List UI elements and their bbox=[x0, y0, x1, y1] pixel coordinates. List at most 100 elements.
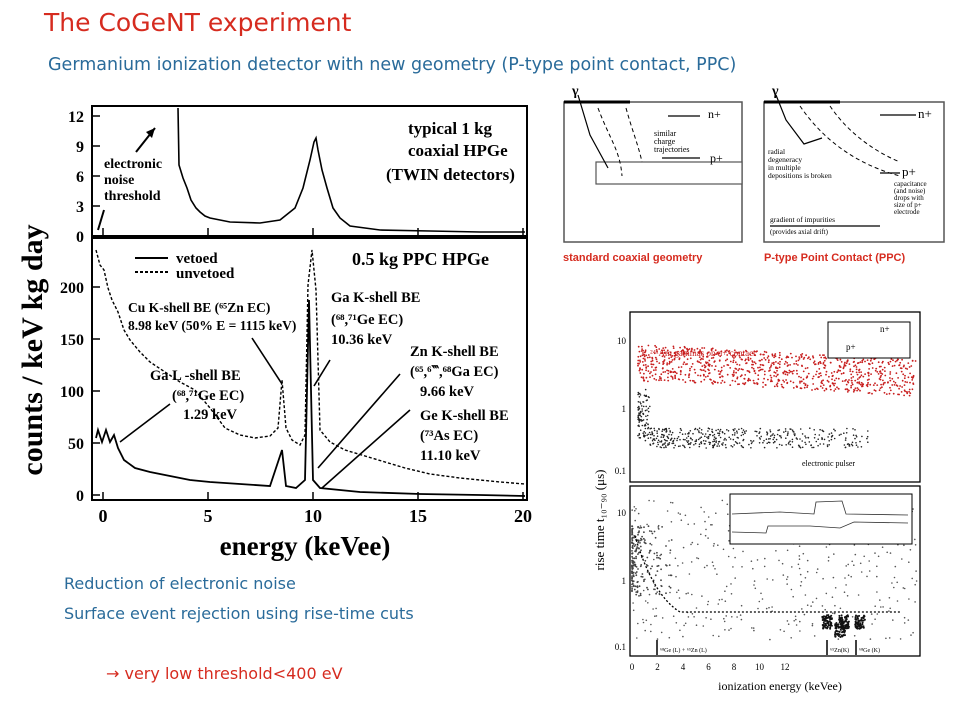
top-ytick-label: 3 bbox=[76, 199, 84, 216]
svg-text:(and noise): (and noise) bbox=[894, 187, 926, 195]
bottom-ytick-label: 200 bbox=[60, 280, 84, 297]
svg-text:²⁴¹Am gammas on n+ contact: ²⁴¹Am gammas on n+ contact bbox=[650, 348, 756, 358]
geometry-schematics: γ n+ p+ similar charge trajectories γ n+… bbox=[563, 84, 945, 243]
svg-text:size of p+: size of p+ bbox=[894, 201, 922, 209]
svg-text:n+: n+ bbox=[880, 324, 890, 334]
legend-vetoed: vetoed bbox=[176, 251, 218, 267]
note-surface: Surface event rejection using rise-time … bbox=[64, 604, 414, 623]
svg-text:degeneracy: degeneracy bbox=[768, 155, 802, 164]
rt-xtick-label: 8 bbox=[732, 662, 737, 672]
rt-xtick-label: 10 bbox=[755, 662, 765, 672]
svg-text:Cu K-shell BE (⁶⁵Zn EC): Cu K-shell BE (⁶⁵Zn EC) bbox=[128, 300, 270, 315]
svg-text:10.36 keV: 10.36 keV bbox=[331, 332, 393, 348]
svg-text:11.10 keV: 11.10 keV bbox=[420, 448, 481, 464]
slide-title: The CoGeNT experiment bbox=[44, 8, 352, 37]
svg-text:drops with: drops with bbox=[894, 194, 924, 202]
svg-text:1.29 keV: 1.29 keV bbox=[183, 407, 238, 423]
risetime-bottom-panel bbox=[629, 485, 921, 657]
top-panel-frame bbox=[91, 105, 528, 237]
svg-text:⁶⁵Zn(K): ⁶⁵Zn(K) bbox=[830, 647, 849, 654]
svg-text:depositions is broken: depositions is broken bbox=[768, 171, 832, 180]
caption-ppc: P-type Point Contact (PPC) bbox=[764, 252, 906, 264]
rt-ytick-label: 1 bbox=[622, 576, 627, 586]
top-annot-3: threshold bbox=[104, 189, 161, 204]
bottom-yticks: 0 50 100 150 200 bbox=[60, 280, 100, 505]
bottom-panel-frame bbox=[91, 237, 528, 501]
spectrum-ylabel: counts / keV kg day bbox=[16, 224, 49, 475]
bottom-ytick-label: 0 bbox=[76, 488, 84, 505]
svg-text:p+: p+ bbox=[846, 342, 856, 352]
unvetoed-trace bbox=[95, 249, 526, 485]
svg-text:Ga L -shell BE: Ga L -shell BE bbox=[150, 368, 241, 384]
top-label-3: (TWIN detectors) bbox=[386, 165, 515, 184]
svg-text:Ga K-shell BE: Ga K-shell BE bbox=[331, 290, 420, 306]
rt-ytick-label: 10 bbox=[617, 336, 627, 346]
svg-text:(⁶⁵,⁶‷,⁶⁸Ga EC): (⁶⁵,⁶‷,⁶⁸Ga EC) bbox=[410, 364, 499, 380]
top-scatter-points bbox=[637, 344, 917, 449]
xtick-label: 0 bbox=[99, 506, 108, 526]
rt-xtick-label: 6 bbox=[706, 662, 711, 672]
rt-xtick-label: 0 bbox=[630, 662, 635, 672]
svg-text:(provides axial drift): (provides axial drift) bbox=[770, 228, 829, 236]
top-label-2: coaxial HPGe bbox=[408, 141, 508, 160]
risetime-cut-curve bbox=[634, 535, 900, 613]
note-noise: Reduction of electronic noise bbox=[64, 574, 296, 593]
vetoed-trace bbox=[95, 299, 526, 497]
bottom-ytick-label: 100 bbox=[60, 384, 84, 401]
svg-text:Zn K-shell BE: Zn K-shell BE bbox=[410, 344, 499, 360]
coaxial-spectrum-trace bbox=[177, 107, 525, 233]
svg-text:n+: n+ bbox=[918, 106, 932, 121]
risetime-yticks: 0.1 1 10 0.1 1 10 bbox=[615, 336, 627, 652]
svg-text:n+: n+ bbox=[708, 107, 721, 121]
slide-subtitle: Germanium ionization detector with new g… bbox=[48, 55, 737, 75]
risetime-xticks: 0 2 4 6 8 10 12 bbox=[630, 662, 790, 672]
svg-text:p+: p+ bbox=[710, 151, 723, 165]
rt-ytick-label: 0.1 bbox=[615, 642, 626, 652]
legend-unvetoed: unvetoed bbox=[176, 266, 235, 282]
bottom-ytick-label: 50 bbox=[68, 436, 84, 453]
svg-text:charge: charge bbox=[654, 137, 676, 146]
rt-xtick-label: 4 bbox=[681, 662, 686, 672]
svg-text:similar: similar bbox=[654, 129, 677, 138]
risetime-top-panel bbox=[629, 311, 921, 483]
svg-text:(⁶⁸,⁷¹Ge EC): (⁶⁸,⁷¹Ge EC) bbox=[331, 312, 403, 328]
bottom-panel-label: 0.5 kg PPC HPGe bbox=[352, 249, 489, 269]
svg-text:electronic pulser: electronic pulser bbox=[802, 459, 855, 468]
svg-text:gradient of impurities: gradient of impurities bbox=[770, 215, 835, 224]
xtick-label: 15 bbox=[409, 506, 427, 526]
rt-ytick-label: 10 bbox=[617, 508, 627, 518]
spectrum-xlabel: energy (keVee) bbox=[220, 531, 391, 561]
svg-text:p+: p+ bbox=[902, 164, 916, 179]
risetime-xlabel: ionization energy (keVee) bbox=[718, 679, 842, 693]
top-ytick-label: 6 bbox=[76, 169, 84, 186]
top-annot-1: electronic bbox=[104, 157, 162, 172]
threshold-note: → very low threshold<400 eV bbox=[106, 664, 343, 683]
top-label-1: typical 1 kg bbox=[408, 119, 493, 138]
svg-text:8.98 keV (50% E = 1115 keV): 8.98 keV (50% E = 1115 keV) bbox=[128, 318, 296, 333]
top-annot-2: noise bbox=[104, 173, 134, 188]
rt-xtick-label: 2 bbox=[655, 662, 660, 672]
bottom-ytick-label: 150 bbox=[60, 332, 84, 349]
svg-text:(⁶⁸,⁷¹Ge EC): (⁶⁸,⁷¹Ge EC) bbox=[172, 388, 244, 404]
svg-text:⁶⁸Ge (K): ⁶⁸Ge (K) bbox=[859, 647, 880, 654]
svg-text:electrode: electrode bbox=[894, 208, 920, 216]
svg-text:⁶⁸Ge (L) + ⁶⁵Zn (L): ⁶⁸Ge (L) + ⁶⁵Zn (L) bbox=[660, 647, 707, 654]
svg-text:γ: γ bbox=[571, 84, 579, 99]
risetime-ylabel: rise time t₁₀₋₉₀ (μs) bbox=[592, 470, 607, 571]
xtick-label: 20 bbox=[514, 506, 532, 526]
svg-text:Ge K-shell BE: Ge K-shell BE bbox=[420, 408, 509, 424]
xtick-label: 5 bbox=[204, 506, 213, 526]
top-ytick-label: 12 bbox=[68, 109, 84, 126]
top-yticks: 0 3 6 9 12 bbox=[68, 109, 100, 246]
caption-coaxial: standard coaxial geometry bbox=[563, 252, 703, 264]
spectrum-xticks: 0 5 10 15 20 bbox=[99, 228, 532, 526]
svg-text:(⁷³As EC): (⁷³As EC) bbox=[420, 428, 478, 444]
svg-text:in multiple: in multiple bbox=[768, 163, 801, 172]
svg-text:capacitance: capacitance bbox=[894, 180, 927, 188]
xtick-label: 10 bbox=[304, 506, 322, 526]
svg-text:γ: γ bbox=[771, 84, 779, 99]
rt-ytick-label: 1 bbox=[622, 404, 627, 414]
svg-text:9.66 keV: 9.66 keV bbox=[420, 384, 475, 400]
rt-ytick-label: 0.1 bbox=[615, 466, 626, 476]
